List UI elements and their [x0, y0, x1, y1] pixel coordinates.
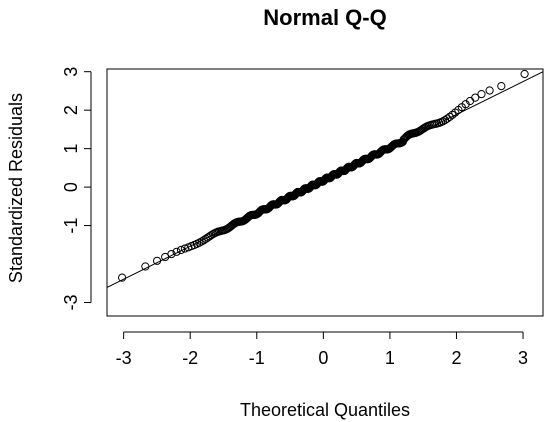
qq-point	[520, 69, 529, 79]
x-tick-label: -3	[116, 348, 132, 368]
x-tick-label: -1	[249, 348, 265, 368]
y-tick-label: 1	[61, 144, 81, 154]
y-axis-label: Standardized Residuals	[6, 93, 26, 283]
y-axis: -3 -1 0 1 2 3	[61, 67, 92, 311]
qq-point	[477, 90, 486, 99]
qq-point	[176, 245, 186, 255]
x-tick-label: 0	[318, 348, 328, 368]
qq-point	[485, 86, 494, 95]
y-tick-label: 0	[61, 182, 81, 192]
data-points	[117, 69, 529, 282]
y-tick-label: 2	[61, 105, 81, 115]
qq-point	[167, 249, 176, 259]
qq-point	[172, 247, 181, 256]
qq-point	[471, 93, 480, 102]
x-tick-label: 3	[518, 348, 528, 368]
qq-point	[141, 262, 150, 271]
chart-title: Normal Q-Q	[263, 5, 386, 30]
qq-point	[448, 110, 457, 119]
plot-frame	[106, 68, 544, 317]
x-tick-label: 2	[451, 348, 461, 368]
y-tick-label: 3	[61, 67, 81, 77]
x-tick-label: 1	[385, 348, 395, 368]
x-axis-label: Theoretical Quantiles	[240, 400, 410, 420]
x-axis: -3 -2 -1 0 1 2 3	[116, 331, 528, 368]
qq-point	[445, 112, 454, 121]
y-tick-label: -3	[61, 295, 81, 311]
qq-point	[152, 256, 162, 265]
y-tick-label: -1	[61, 218, 81, 234]
qq-point	[197, 237, 206, 246]
qq-point	[497, 82, 506, 91]
x-tick-label: -2	[182, 348, 198, 368]
qq-point	[117, 273, 127, 282]
qq-point	[438, 117, 447, 126]
